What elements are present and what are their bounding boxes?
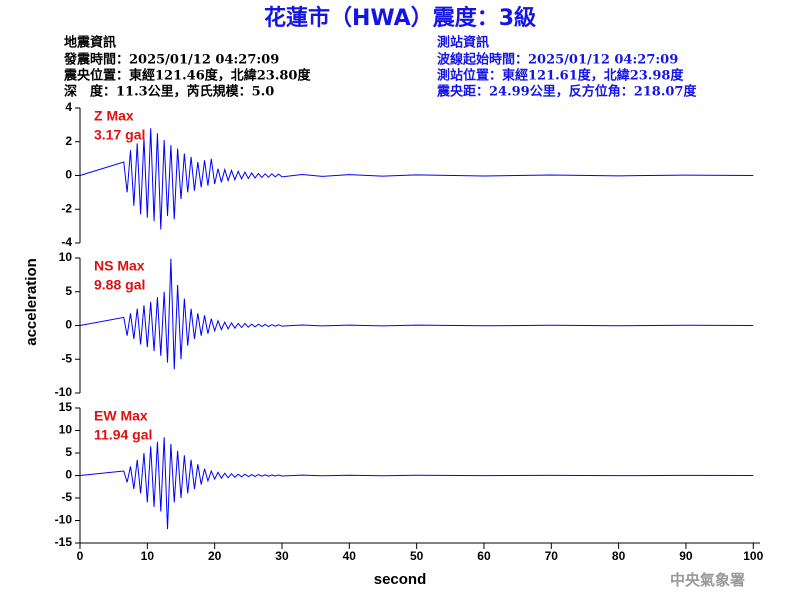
x-tick-label: 40 (343, 549, 357, 563)
annotation: NS Max (94, 258, 145, 274)
y-tick-label: 10 (59, 250, 73, 264)
y-tick-label: 2 (65, 134, 72, 148)
annotation: EW Max (94, 408, 148, 424)
x-tick-label: 80 (612, 549, 626, 563)
chart-title: 花蓮市（HWA）震度：3級 (264, 5, 536, 31)
x-tick-label: 100 (743, 549, 763, 563)
waveform (79, 258, 754, 370)
x-tick-label: 70 (545, 549, 559, 563)
info-line: 測站資訊 (437, 35, 489, 51)
x-tick-label: 10 (141, 549, 155, 563)
waveform (79, 437, 754, 530)
info-line: 震央距：24.99公里，反方位角：218.07度 (436, 84, 697, 100)
info-line: 地震資訊 (64, 35, 116, 51)
y-tick-label: -15 (55, 535, 73, 549)
y-tick-label: 0 (65, 168, 72, 182)
annotation: 11.94 gal (94, 427, 152, 443)
y-tick-label: 0 (65, 318, 72, 332)
y-tick-label: -5 (61, 351, 72, 365)
annotation: 9.88 gal (94, 277, 145, 293)
y-tick-label: -10 (55, 513, 73, 527)
y-tick-label: -5 (61, 490, 72, 504)
y-tick-label: 15 (59, 400, 73, 414)
y-tick-label: 4 (65, 100, 72, 114)
annotation: 3.17 gal (94, 127, 145, 143)
info-line: 發震時間：2025/01/12 04:27:09 (63, 52, 279, 68)
info-line: 測站位置：東經121.61度，北緯23.98度 (437, 68, 684, 84)
info-line: 波線起始時間：2025/01/12 04:27:09 (437, 52, 678, 68)
info-line: 震央位置：東經121.46度，北緯23.80度 (63, 68, 311, 84)
x-tick-label: 0 (77, 549, 84, 563)
annotation: Z Max (94, 108, 134, 124)
y-tick-label: -10 (55, 385, 73, 399)
x-tick-label: 50 (410, 549, 424, 563)
x-tick-label: 60 (477, 549, 491, 563)
y-tick-label: 5 (65, 445, 72, 459)
waveform (79, 128, 754, 230)
y-tick-label: -4 (61, 235, 72, 249)
y-tick-label: 0 (65, 468, 72, 482)
y-tick-label: 10 (59, 423, 73, 437)
y-tick-label: 5 (65, 284, 72, 298)
footer: 中央氣象署 (670, 571, 745, 589)
info-line: 深 度：11.3公里，芮氏規模：5.0 (64, 84, 274, 100)
x-tick-label: 30 (275, 549, 289, 563)
y-axis-label: acceleration (23, 258, 40, 346)
x-axis-label: second (374, 571, 427, 588)
x-tick-label: 90 (679, 549, 693, 563)
y-tick-label: -2 (61, 201, 72, 215)
x-tick-label: 20 (208, 549, 222, 563)
